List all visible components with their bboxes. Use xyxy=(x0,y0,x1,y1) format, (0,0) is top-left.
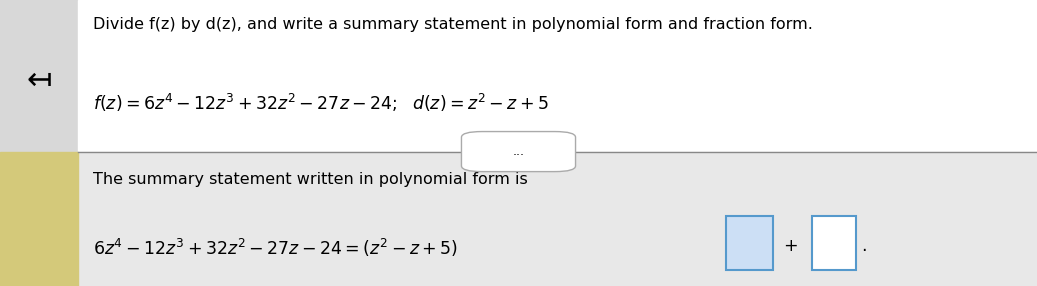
Bar xyxy=(0,0,78,286)
FancyBboxPatch shape xyxy=(812,216,856,270)
Text: $+$: $+$ xyxy=(783,237,797,255)
Bar xyxy=(78,152,1037,286)
Bar xyxy=(78,0,1037,152)
Text: $6z^4 - 12z^3 + 32z^2 - 27z - 24 = (z^2 - z + 5)$: $6z^4 - 12z^3 + 32z^2 - 27z - 24 = (z^2 … xyxy=(93,237,458,259)
Text: The summary statement written in polynomial form is: The summary statement written in polynom… xyxy=(93,172,528,186)
Text: Divide f(z) by d(z), and write a summary statement in polynomial form and fracti: Divide f(z) by d(z), and write a summary… xyxy=(93,17,813,32)
Text: ...: ... xyxy=(512,145,525,158)
FancyBboxPatch shape xyxy=(461,132,576,172)
Text: $f(z) = 6z^4 - 12z^3 + 32z^2 - 27z - 24;\ \ d(z) = z^2 - z + 5$: $f(z) = 6z^4 - 12z^3 + 32z^2 - 27z - 24;… xyxy=(93,92,549,114)
Bar xyxy=(0,152,78,286)
Text: ↤: ↤ xyxy=(26,65,52,95)
FancyBboxPatch shape xyxy=(726,216,773,270)
Text: .: . xyxy=(861,237,866,255)
